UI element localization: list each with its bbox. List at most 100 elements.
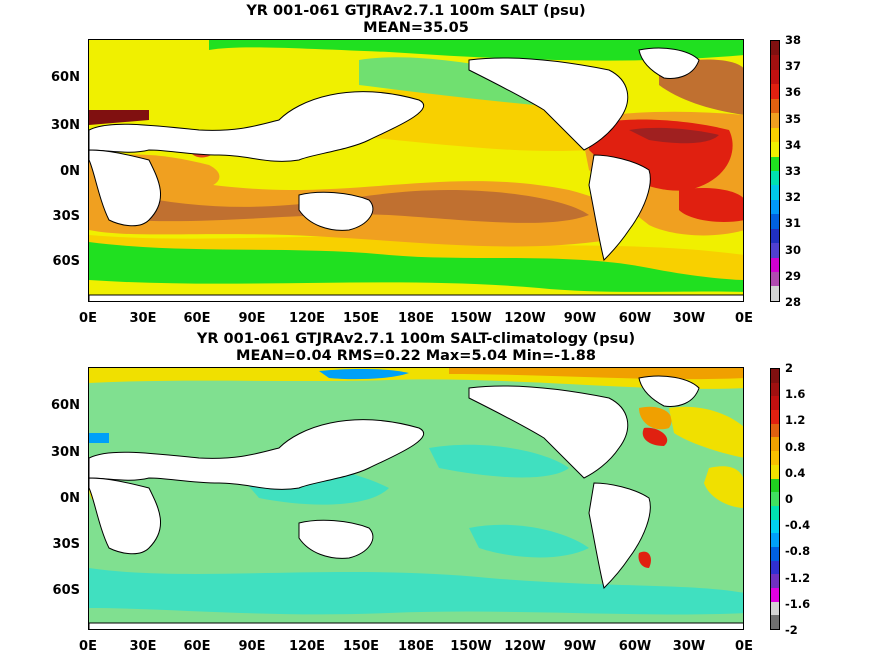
land-masses-2 bbox=[89, 375, 743, 629]
colorbar-2-segment bbox=[771, 423, 779, 438]
southern-cyan-band bbox=[89, 568, 743, 615]
x-tick-2-4: 120E bbox=[288, 639, 326, 654]
greenland-land-2 bbox=[638, 375, 700, 407]
x-tick-2-8: 120W bbox=[504, 639, 546, 654]
x-tick-1-11: 30W bbox=[672, 311, 706, 326]
colorbar-1-tick: 38 bbox=[785, 33, 802, 47]
colorbar-2-segment bbox=[771, 505, 779, 520]
y-tick-30s-1: 30S bbox=[52, 209, 80, 224]
colorbar-2-tick: 0.4 bbox=[785, 465, 806, 480]
colorbar-1-tick: 34 bbox=[785, 137, 802, 152]
colorbar-2 bbox=[770, 368, 780, 630]
colorbar-2-segment bbox=[771, 519, 779, 534]
south-america-land bbox=[588, 154, 651, 261]
colorbar-1-tick: 29 bbox=[785, 268, 802, 283]
south-atlantic-red bbox=[679, 188, 743, 222]
colorbar-2-segment bbox=[771, 478, 779, 493]
colorbar-2-segment bbox=[771, 492, 779, 506]
africa-land-2 bbox=[89, 477, 162, 555]
y-tick-60n-1: 60N bbox=[51, 70, 80, 85]
chart-1-title: YR 001-061 GTJRAv2.7.1 100m SALT (psu) bbox=[246, 3, 586, 19]
x-tick-2-9: 90W bbox=[563, 639, 597, 654]
land-masses bbox=[89, 47, 743, 301]
south-pacific-cyan-patch bbox=[469, 524, 589, 558]
x-tick-2-5: 150E bbox=[342, 639, 380, 654]
tropical-atlantic-yellow-patch bbox=[704, 466, 743, 508]
colorbar-1-segment bbox=[771, 243, 779, 258]
brazil-malvinas-red-patch bbox=[638, 551, 651, 568]
colorbar-1-tick: 36 bbox=[785, 85, 802, 100]
colorbar-2-segment bbox=[771, 601, 779, 616]
south-america-land-2 bbox=[588, 482, 651, 589]
colorbar-2-segment bbox=[771, 369, 779, 383]
colorbar-1-segment bbox=[771, 127, 779, 143]
colorbar-2-tick: -0.4 bbox=[785, 518, 811, 533]
north-atlantic-orange-patch bbox=[639, 406, 672, 430]
colorbar-1-tick: 30 bbox=[785, 242, 802, 257]
north-america-land bbox=[468, 57, 629, 151]
colorbar-1-segment bbox=[771, 142, 779, 157]
colorbar-1-segment bbox=[771, 55, 779, 70]
colorbar-1 bbox=[770, 40, 780, 302]
x-tick-2-3: 90E bbox=[238, 639, 266, 654]
colorbar-1-tick: 37 bbox=[785, 59, 802, 74]
colorbar-2-tick: 0.8 bbox=[785, 439, 806, 454]
chart-2-map bbox=[88, 367, 744, 630]
x-tick-2-11: 30W bbox=[672, 639, 706, 654]
africa-land bbox=[89, 149, 162, 227]
colorbar-1-segment bbox=[771, 185, 779, 200]
antarctica-land-2 bbox=[89, 622, 743, 629]
x-tick-1-8: 120W bbox=[504, 311, 546, 326]
y-tick-0n-1: 0N bbox=[60, 164, 80, 179]
x-tick-1-1: 30E bbox=[129, 311, 157, 326]
colorbar-2-tick: 0 bbox=[785, 492, 794, 506]
colorbar-1-segment bbox=[771, 41, 779, 56]
chart-1-map bbox=[88, 39, 744, 302]
x-tick-1-3: 90E bbox=[238, 311, 266, 326]
x-tick-1-9: 90W bbox=[563, 311, 597, 326]
mediterranean-dark bbox=[89, 110, 149, 125]
colorbar-1-segment bbox=[771, 257, 779, 272]
y-tick-30s-2: 30S bbox=[52, 537, 80, 552]
australia-land-2 bbox=[298, 519, 374, 559]
colorbar-2-segment bbox=[771, 615, 779, 630]
colorbar-2-segment bbox=[771, 574, 779, 588]
colorbar-1-segment bbox=[771, 69, 779, 85]
colorbar-2-tick: -1.6 bbox=[785, 596, 811, 611]
colorbar-2-tick: 1.6 bbox=[785, 387, 806, 402]
y-tick-60n-2: 60N bbox=[51, 398, 80, 413]
colorbar-2-segment bbox=[771, 560, 779, 575]
chart-2-subtitle: MEAN=0.04 RMS=0.22 Max=5.04 Min=-1.88 bbox=[236, 348, 596, 364]
arctic-blue-patch bbox=[319, 368, 409, 380]
colorbar-2-segment bbox=[771, 533, 779, 547]
colorbar-1-tick: 35 bbox=[785, 111, 802, 126]
x-tick-2-1: 30E bbox=[129, 639, 157, 654]
australia-land bbox=[298, 191, 374, 231]
colorbar-1-segment bbox=[771, 286, 779, 301]
y-tick-30n-2: 30N bbox=[51, 445, 80, 460]
eurasia-land bbox=[89, 91, 424, 162]
colorbar-2-tick: -1.2 bbox=[785, 570, 811, 585]
gulf-stream-red-patch bbox=[642, 427, 668, 446]
colorbar-1-segment bbox=[771, 84, 779, 99]
colorbar-1-segment bbox=[771, 214, 779, 229]
x-tick-1-0: 0E bbox=[79, 311, 97, 326]
x-tick-2-7: 150W bbox=[450, 639, 492, 654]
antarctica-land bbox=[89, 294, 743, 301]
x-tick-1-6: 180E bbox=[397, 311, 435, 326]
x-tick-1-4: 120E bbox=[288, 311, 326, 326]
chart-2-title: YR 001-061 GTJRAv2.7.1 100m SALT-climato… bbox=[196, 331, 636, 347]
pacific-cyan-patch bbox=[429, 444, 569, 478]
x-tick-1-10: 60W bbox=[618, 311, 652, 326]
colorbar-2-tick: 2 bbox=[785, 361, 794, 375]
x-tick-1-5: 150E bbox=[342, 311, 380, 326]
colorbar-2-segment bbox=[771, 588, 779, 602]
colorbar-2-segment bbox=[771, 396, 779, 411]
greenland-land bbox=[638, 47, 700, 79]
north-america-land-2 bbox=[468, 385, 629, 479]
colorbar-1-segment bbox=[771, 98, 779, 114]
colorbar-1-segment bbox=[771, 113, 779, 128]
colorbar-2-segment bbox=[771, 382, 779, 397]
colorbar-1-tick: 32 bbox=[785, 190, 802, 205]
x-tick-2-2: 60E bbox=[183, 639, 211, 654]
